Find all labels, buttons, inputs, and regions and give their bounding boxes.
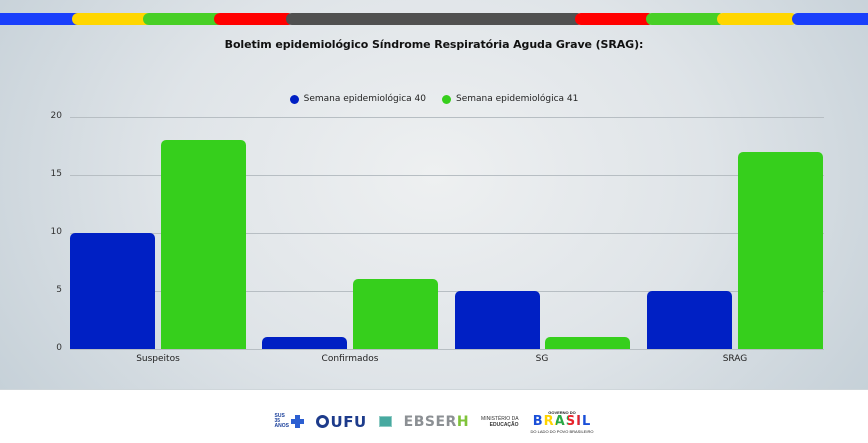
bar-srag-week-41[interactable]: [738, 151, 823, 349]
stripe-blue-right: [792, 13, 868, 25]
bar-sg-week-41[interactable]: [545, 337, 630, 349]
gridline-15: [70, 175, 824, 176]
x-tick-label: SG: [535, 354, 549, 364]
stripe-yellow-left: [72, 13, 152, 25]
footer-logos: SUS 35 ANOS UFU EBSERH MINISTÉRIO DA EDU…: [0, 400, 868, 443]
legend-item-week-40[interactable]: Semana epidemiológica 40: [289, 94, 426, 104]
chart-title: Boletim epidemiológico Síndrome Respirat…: [224, 38, 644, 51]
gridline-10: [70, 233, 824, 234]
y-tick-label: 0: [56, 343, 62, 353]
y-tick-label: 5: [56, 285, 62, 295]
legend-dot-green-icon: [442, 94, 451, 104]
bar-suspeitos-week-40[interactable]: [70, 233, 155, 349]
governo-brasil-logo: GOVERNO DO BRASIL DO LADO DO POVO BRASIL…: [531, 410, 594, 434]
x-tick-label: Confirmados: [321, 354, 379, 364]
gridline-20: [70, 117, 824, 118]
ebserh-logo-text: EBSERH: [403, 413, 470, 430]
gov-top-text: GOVERNO DO: [548, 409, 576, 415]
chart-legend: Semana epidemiológica 40 Semana epidemio…: [0, 94, 868, 104]
hospital-emblem-icon: [378, 416, 392, 427]
sus-cross-icon: [290, 415, 304, 428]
y-tick-label: 20: [50, 111, 62, 121]
legend-dot-blue-icon: [289, 94, 299, 104]
mec-logo: MINISTÉRIO DA EDUCAÇÃO: [481, 416, 519, 428]
bar-confirmados-week-40[interactable]: [262, 337, 347, 349]
x-tick-label: Suspeitos: [136, 354, 180, 364]
gov-bottom-text: DO LADO DO POVO BRASILEIRO: [530, 428, 594, 434]
stripe-yellow-right: [717, 13, 797, 25]
sus-logo-text: SUS 35 ANOS: [274, 413, 289, 429]
bar-suspeitos-week-41[interactable]: [161, 140, 246, 349]
sus-logo: SUS 35 ANOS: [275, 414, 304, 429]
bar-srag-week-40[interactable]: [647, 291, 732, 349]
y-tick-label: 10: [50, 227, 62, 237]
ufu-logo-text: UFU: [330, 412, 367, 431]
plot-area: 20 15 10 5 0 Suspeitos Confirmados SG SR…: [51, 111, 824, 364]
stripe-green-right: [646, 13, 725, 25]
stripe-gray-center: [286, 13, 583, 25]
gridline-5: [70, 291, 824, 292]
mec-line-1: MINISTÉRIO DA: [481, 415, 519, 422]
bar-sg-week-40[interactable]: [455, 291, 540, 349]
gov-main-text: BRASIL: [532, 413, 592, 429]
stripe-red-right: [575, 13, 654, 25]
mec-line-2: EDUCAÇÃO: [489, 421, 519, 428]
ufu-mark-icon: [315, 415, 329, 428]
stripe-green-left: [143, 13, 223, 25]
legend-label: Semana epidemiológica 40: [303, 94, 426, 104]
stripe-blue-left: [0, 13, 80, 25]
y-tick-label: 15: [50, 169, 62, 179]
gridline-0: [70, 349, 824, 350]
decorative-color-stripe: [0, 13, 868, 25]
hospital-logo: [378, 416, 392, 427]
chart-panel: Boletim epidemiológico Síndrome Respirat…: [0, 0, 868, 390]
legend-label: Semana epidemiológica 41: [456, 94, 579, 104]
ufu-logo: UFU: [315, 412, 367, 431]
bar-confirmados-week-41[interactable]: [353, 279, 438, 349]
legend-item-week-41[interactable]: Semana epidemiológica 41: [442, 94, 578, 104]
stripe-red-left: [214, 13, 294, 25]
x-tick-label: SRAG: [722, 354, 748, 364]
ebserh-logo: EBSERH: [404, 414, 469, 430]
